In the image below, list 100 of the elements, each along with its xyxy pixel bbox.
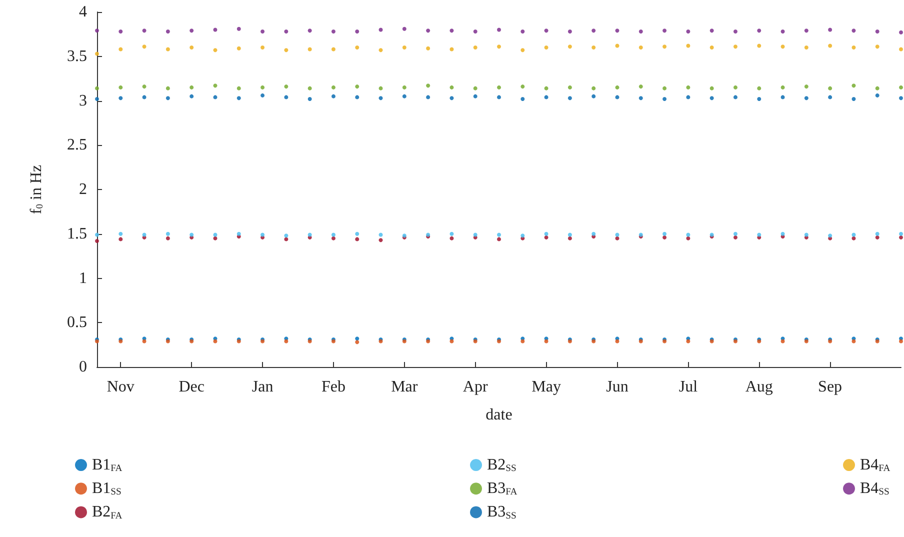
point: [284, 95, 288, 100]
x-tick-label: Apr: [462, 378, 488, 396]
point: [662, 235, 667, 240]
point: [450, 232, 454, 236]
point: [355, 336, 360, 341]
point: [450, 47, 454, 52]
point: [166, 86, 170, 90]
point: [733, 85, 738, 90]
point: [804, 232, 808, 237]
x-tick-label: Mar: [391, 378, 418, 396]
point: [355, 232, 360, 236]
point: [544, 86, 548, 90]
x-tick-label: Jan: [252, 378, 274, 396]
x-tick-label: Jun: [606, 378, 628, 396]
point: [780, 30, 785, 34]
point: [852, 232, 856, 237]
point: [662, 28, 667, 33]
point: [450, 28, 454, 33]
point: [899, 96, 903, 100]
point: [95, 232, 99, 237]
point: [733, 235, 738, 240]
x-tick-label: May: [532, 378, 561, 396]
point: [757, 232, 762, 237]
point: [780, 85, 785, 90]
point: [166, 232, 170, 236]
point: [473, 94, 478, 98]
point: [568, 44, 572, 49]
point: [95, 86, 99, 90]
point: [875, 93, 880, 98]
point: [355, 46, 360, 50]
point: [402, 46, 406, 50]
point: [118, 96, 123, 100]
point: [852, 339, 856, 344]
point: [544, 46, 548, 50]
point: [804, 46, 808, 50]
point: [213, 48, 218, 52]
point: [190, 46, 194, 50]
point: [899, 339, 903, 344]
point: [875, 232, 880, 236]
point: [757, 96, 762, 101]
x-axis-title: date: [486, 406, 512, 424]
point: [473, 46, 478, 50]
point: [852, 84, 856, 88]
point: [308, 28, 312, 33]
point: [260, 30, 265, 34]
point: [331, 85, 336, 90]
point: [378, 238, 383, 242]
point: [710, 28, 714, 33]
point: [118, 85, 123, 90]
point: [686, 30, 690, 34]
point: [284, 339, 288, 344]
point: [710, 96, 714, 100]
point: [638, 30, 643, 34]
point: [355, 84, 360, 89]
point: [402, 26, 406, 31]
point: [899, 47, 903, 52]
point: [213, 236, 218, 240]
point: [497, 237, 501, 242]
point: [828, 234, 832, 238]
point: [875, 44, 880, 49]
point: [899, 30, 903, 34]
point: [520, 339, 525, 344]
point: [95, 52, 99, 56]
point: [780, 95, 785, 100]
point: [568, 30, 572, 34]
point: [520, 234, 525, 238]
point: [95, 28, 99, 33]
y-tick-label: 2.5: [67, 136, 87, 154]
point: [402, 85, 406, 90]
x-tick-label: Aug: [745, 378, 773, 396]
point: [450, 339, 454, 344]
point: [780, 232, 785, 236]
point: [260, 232, 265, 237]
point: [378, 28, 383, 32]
point: [733, 232, 738, 236]
point: [828, 86, 832, 90]
y-tick-label: 1: [79, 270, 87, 287]
y-tick-label: 0: [79, 358, 87, 376]
point: [686, 236, 690, 240]
point: [544, 95, 548, 100]
point: [331, 236, 336, 240]
x-tick-label: Jul: [678, 378, 698, 396]
point: [260, 85, 265, 90]
point: [662, 44, 667, 49]
point: [118, 237, 123, 242]
point: [544, 28, 548, 33]
point: [450, 96, 454, 100]
point: [284, 234, 288, 238]
point: [686, 95, 690, 100]
point: [236, 26, 241, 31]
point: [780, 44, 785, 49]
point: [852, 46, 856, 50]
point: [733, 30, 738, 34]
point: [710, 46, 714, 50]
point: [568, 96, 572, 100]
point: [520, 96, 525, 101]
point: [450, 85, 454, 90]
point: [804, 28, 808, 33]
point: [190, 28, 194, 33]
point: [236, 232, 241, 236]
